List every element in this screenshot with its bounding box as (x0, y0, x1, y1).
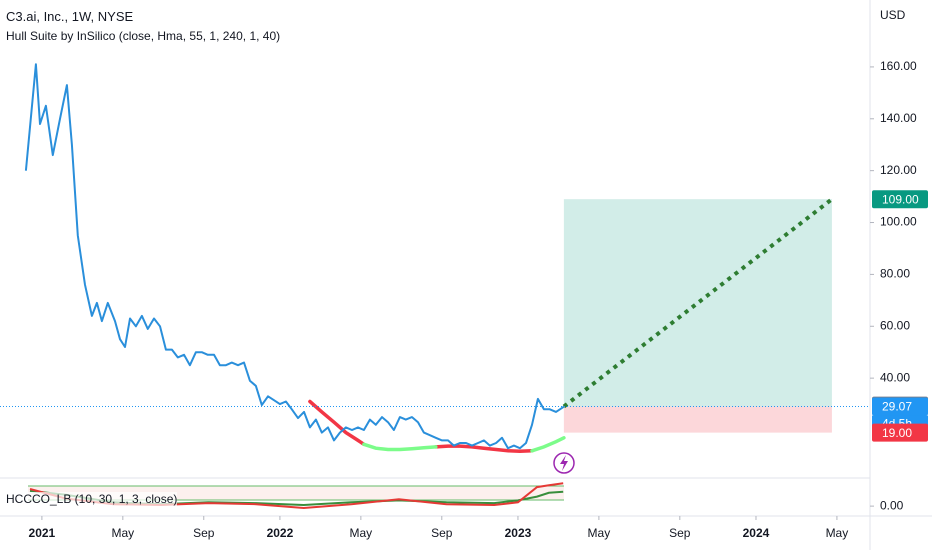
price-label-box (872, 397, 928, 416)
hull-line (362, 436, 566, 453)
pane-title: HCCCO_LB (10, 30, 1, 3, close) (6, 492, 178, 506)
y-tick-label: 160.00 (880, 59, 917, 73)
y-tick-label: 120.00 (880, 163, 917, 177)
x-tick-label: 2023 (505, 526, 532, 540)
x-tick-label: 2021 (29, 526, 56, 540)
target-line (562, 197, 834, 409)
price-label: 109.00 (882, 192, 919, 206)
x-tick-label: May (111, 526, 134, 540)
price-line (24, 63, 565, 450)
y-tick-label: 80.00 (880, 267, 910, 281)
x-tick-label: 2024 (743, 526, 770, 540)
price-label-box (872, 190, 928, 209)
x-tick-label: Sep (669, 526, 691, 540)
x-tick-label: Sep (431, 526, 453, 540)
y-tick-label: 0.00 (880, 498, 904, 512)
price-label: 29.07 (882, 400, 912, 414)
hull-line (308, 399, 534, 454)
x-tick-label: 2022 (267, 526, 294, 540)
price-label: 19.00 (882, 426, 912, 440)
currency: USD (880, 8, 906, 22)
x-tick-label: Sep (193, 526, 215, 540)
x-tick-label: May (350, 526, 373, 540)
y-tick-label: 140.00 (880, 111, 917, 125)
plot: 40.00 60.00 80.00 100.00 120.00 140.00 160.00 0… (0, 59, 928, 540)
loss-zone (563, 406, 832, 433)
indicator-title: Hull Suite by InSilico (close, Hma, 55, … (6, 29, 281, 43)
price-label-box (872, 423, 928, 442)
x-tick-label: May (826, 526, 849, 540)
y-tick-label: 40.00 (880, 370, 910, 384)
x-tick-label: May (588, 526, 611, 540)
chart-title: C3.ai, Inc., 1W, NYSE (6, 9, 134, 24)
alert-icon (553, 452, 575, 474)
y-tick-label: 60.00 (880, 318, 910, 332)
y-tick-label: 100.00 (880, 215, 917, 229)
